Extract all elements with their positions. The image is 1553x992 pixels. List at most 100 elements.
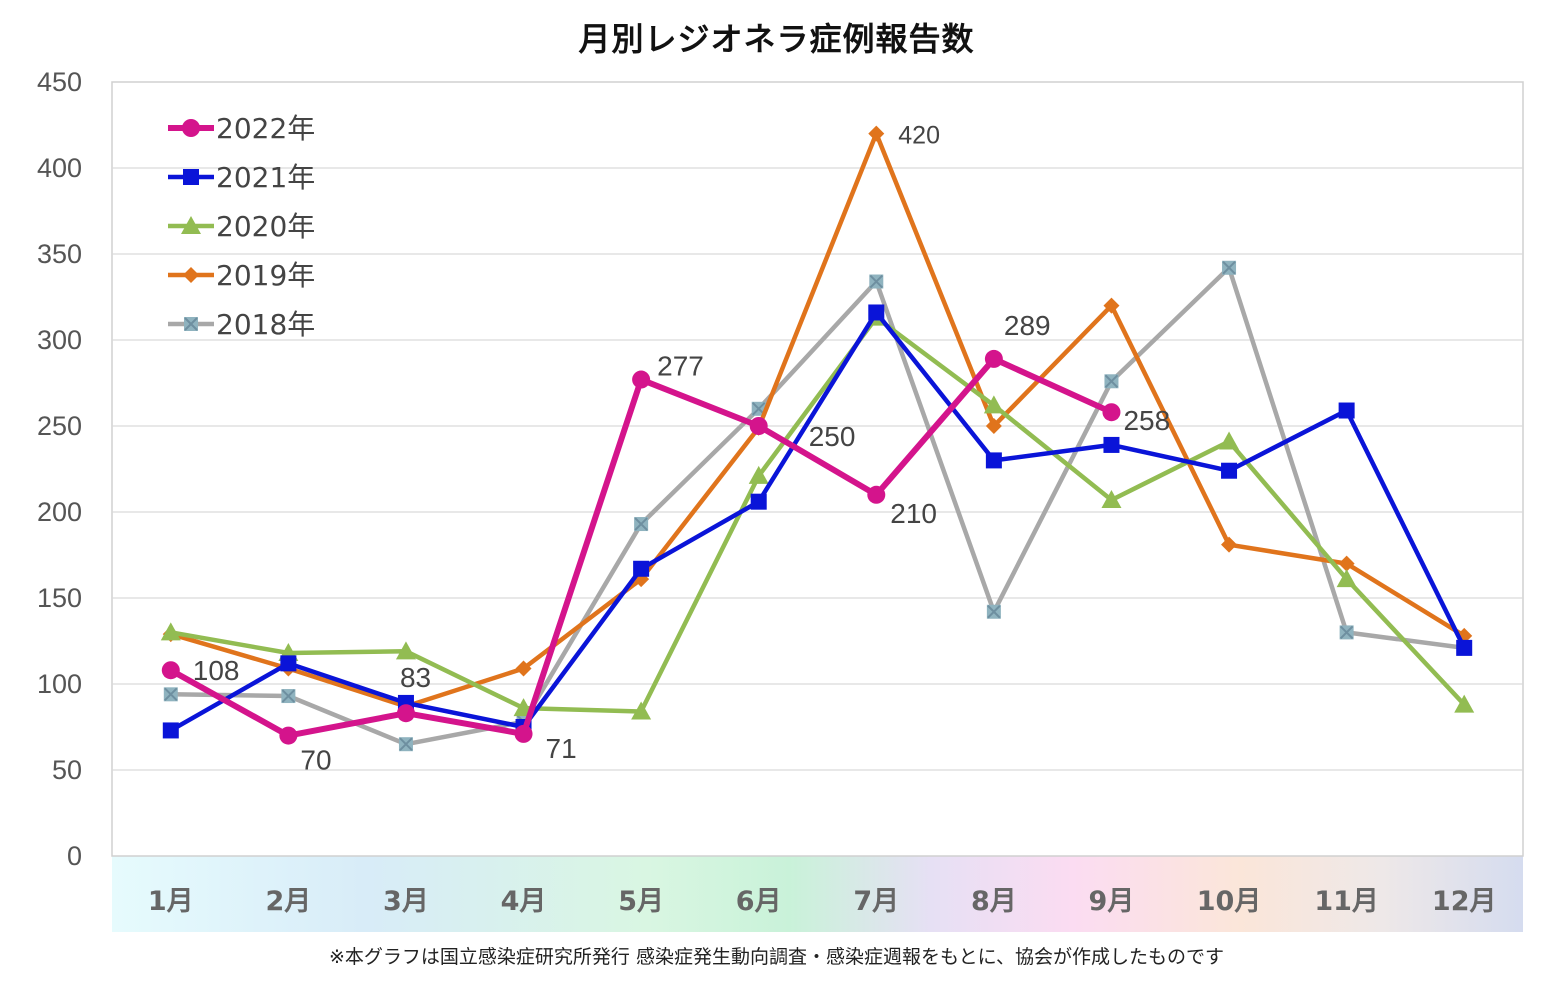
- data-label: 258: [1123, 405, 1170, 436]
- data-point: [1103, 436, 1120, 453]
- series-s2022: [161, 349, 1121, 745]
- legend-item: 2018年: [168, 308, 315, 341]
- data-point: [985, 452, 1002, 469]
- x-tick-label: 7月: [853, 886, 899, 917]
- data-point: [868, 125, 885, 142]
- data-point: [184, 317, 198, 331]
- data-point: [750, 493, 767, 510]
- legend-label: 2020年: [216, 210, 315, 243]
- data-label: 210: [890, 498, 937, 529]
- x-tick-label: 12月: [1432, 886, 1497, 917]
- series-line: [170, 131, 1466, 709]
- data-point: [398, 737, 413, 752]
- x-tick-label: 6月: [736, 886, 782, 917]
- x-tick-label: 9月: [1089, 886, 1135, 917]
- data-point: [160, 622, 181, 641]
- data-point: [1104, 374, 1119, 389]
- legend-item: 2020年: [168, 210, 315, 243]
- x-tick-label: 1月: [148, 886, 194, 917]
- data-point: [396, 704, 415, 723]
- footnote: ※本グラフは国立感染症研究所発行 感染症発生動向調査・感染症週報をもとに、協会が…: [328, 946, 1224, 968]
- data-point: [163, 687, 178, 702]
- legend: 2022年 2021年 2020年 2019年 2018年: [168, 112, 315, 341]
- data-point: [281, 689, 296, 704]
- x-tick-label: 3月: [383, 886, 429, 917]
- data-point: [182, 119, 200, 137]
- x-tick-label: 4月: [501, 886, 547, 917]
- data-point: [1336, 569, 1357, 588]
- y-tick-label: 100: [37, 669, 82, 699]
- series-line: [169, 310, 1467, 733]
- data-point: [749, 417, 768, 435]
- data-point: [181, 216, 201, 234]
- data-point: [634, 517, 649, 532]
- data-label: 420: [898, 122, 940, 150]
- data-label: 83: [400, 662, 431, 693]
- data-point: [986, 604, 1001, 619]
- data-point: [1222, 260, 1237, 275]
- data-point: [1221, 462, 1238, 479]
- data-label: 70: [300, 745, 331, 776]
- legend-label: 2022年: [216, 112, 315, 145]
- data-point: [515, 660, 532, 677]
- data-label: 71: [546, 733, 577, 764]
- data-point: [1219, 431, 1240, 450]
- legend-item: 2022年: [168, 112, 315, 145]
- data-point: [748, 465, 769, 484]
- legend-item: 2021年: [168, 161, 315, 194]
- data-point: [985, 418, 1002, 434]
- series-s2020: [160, 307, 1475, 720]
- legend-item: 2019年: [168, 259, 315, 292]
- y-tick-label: 350: [37, 239, 82, 269]
- data-point: [632, 370, 651, 389]
- data-point: [983, 395, 1004, 414]
- y-tick-label: 0: [67, 841, 82, 871]
- y-tick-label: 450: [37, 67, 82, 97]
- x-tick-label: 8月: [971, 886, 1017, 917]
- y-tick-label: 250: [37, 411, 82, 441]
- plot-border: [111, 81, 1524, 857]
- data-point: [280, 655, 297, 672]
- x-tick-label: 11月: [1314, 886, 1379, 917]
- data-point: [633, 560, 650, 577]
- x-tick-label: 10月: [1197, 886, 1262, 917]
- data-point: [1338, 555, 1355, 572]
- data-point: [868, 304, 885, 321]
- data-point: [1456, 639, 1473, 656]
- y-axis: 0 50 100 150 200 250 300 350 400 450: [37, 67, 82, 871]
- legend-label: 2021年: [216, 161, 315, 194]
- series-group: [160, 125, 1475, 752]
- series-line: [170, 265, 1465, 747]
- data-label: 289: [1004, 310, 1051, 341]
- data-point: [631, 701, 652, 720]
- data-point: [183, 169, 199, 185]
- data-label: 250: [809, 421, 856, 452]
- series-s2018: [163, 260, 1472, 752]
- chart-title: 月別レジオネラ症例報告数: [578, 20, 975, 58]
- data-point: [1221, 536, 1238, 553]
- series-s2021: [162, 304, 1473, 739]
- data-point: [514, 724, 533, 743]
- y-tick-label: 50: [52, 755, 82, 785]
- data-point: [1101, 489, 1122, 508]
- data-point: [869, 274, 884, 289]
- y-tick-label: 400: [37, 153, 82, 183]
- data-point: [1102, 403, 1121, 422]
- data-point: [1103, 297, 1120, 314]
- data-point: [161, 661, 180, 680]
- data-point: [279, 726, 298, 745]
- month-band: [112, 856, 1523, 932]
- legend-label: 2019年: [216, 259, 315, 292]
- x-tick-label: 2月: [265, 886, 311, 917]
- data-point: [162, 722, 179, 739]
- data-label: 277: [657, 351, 704, 382]
- data-point: [395, 641, 416, 660]
- data-point: [1338, 402, 1355, 419]
- data-point: [984, 349, 1003, 368]
- data-point: [867, 485, 886, 504]
- x-tick-label: 5月: [618, 886, 664, 917]
- data-label: 108: [193, 655, 240, 686]
- y-tick-label: 200: [37, 497, 82, 527]
- data-point: [1339, 625, 1354, 640]
- y-tick-label: 300: [37, 325, 82, 355]
